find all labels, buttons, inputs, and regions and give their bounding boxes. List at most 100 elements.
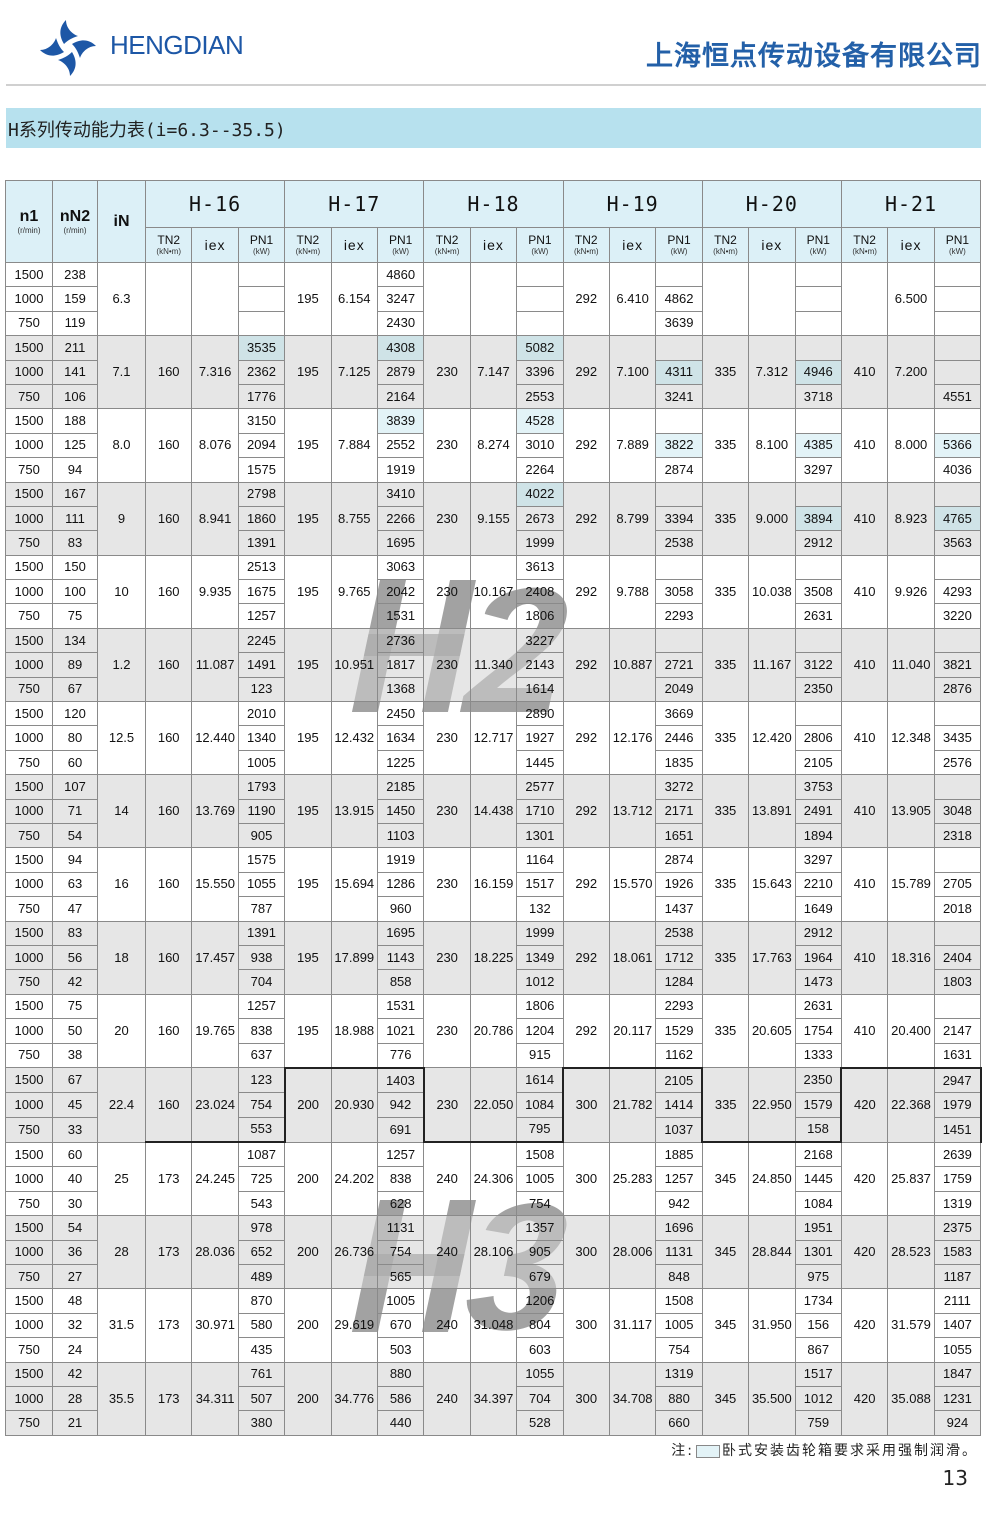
power-cell: 2577: [516, 774, 564, 800]
power-cell: 5366: [933, 432, 982, 459]
torque-cell: 420: [840, 1361, 889, 1436]
power-cell: 2430: [376, 310, 425, 337]
power-cell: 1391: [237, 530, 286, 556]
torque-cell: 335: [701, 408, 750, 483]
table-row: 750 75 1257 1531 1806 2293 2631 3220: [5, 603, 982, 629]
iex-cell: 12.717: [469, 701, 518, 776]
iN-cell: 16: [97, 847, 146, 922]
nN2-cell: 60: [52, 749, 98, 776]
power-cell: 580: [237, 1312, 286, 1339]
power-cell: 1005: [376, 1288, 425, 1314]
power-cell: 3639: [655, 310, 703, 337]
iN-cell: 7.1: [97, 335, 146, 410]
n1-cell: 1500: [5, 1141, 53, 1168]
iex-cell: 22.050: [469, 1067, 518, 1144]
iex-cell: 30.971: [191, 1288, 239, 1363]
iex-cell: 12.420: [748, 701, 796, 776]
table-row: 1500 150 10 160 9.935 2513 195 9.765 3063 230 10.1…: [5, 554, 982, 629]
table-row: 750 106 1776 2164 2553 3241 3718 4551: [5, 383, 982, 410]
n1-cell: 1500: [5, 481, 53, 507]
iex-cell: 34.708: [608, 1361, 657, 1436]
model-header: H-16: [144, 180, 286, 228]
iex-cell: 17.899: [330, 920, 378, 995]
nN2-cell: 54: [52, 1215, 98, 1241]
nN2-cell: 106: [52, 383, 98, 410]
power-cell: 1951: [794, 1215, 842, 1241]
power-cell: 1450: [376, 798, 425, 824]
n1-cell: 1000: [5, 871, 53, 898]
iex-cell: 31.117: [608, 1288, 657, 1363]
power-cell: 2631: [794, 993, 842, 1020]
table-row: 1000 40 725 838 1005 1257 1445 1759: [5, 1166, 982, 1192]
iex-cell: 10.167: [469, 554, 518, 629]
nN2-unit: (r/min): [63, 225, 87, 235]
power-cell: 2245: [237, 627, 286, 654]
power-cell: 1005: [237, 749, 286, 776]
nN2-cell: 24: [52, 1337, 98, 1363]
model-header: H-18: [423, 180, 564, 228]
torque-cell: 292: [562, 481, 610, 556]
power-cell: 3058: [655, 579, 703, 605]
torque-cell: 292: [562, 627, 610, 703]
iex-cell: 31.950: [748, 1288, 796, 1363]
power-cell: 628: [376, 1190, 425, 1217]
table-row: 1500 167 9 160 8.941 2798 195 8.755 3410 230 9.155…: [5, 481, 982, 556]
power-cell: [655, 408, 703, 434]
power-cell: 2171: [655, 798, 703, 824]
torque-cell: 160: [144, 481, 193, 556]
power-cell: 960: [376, 896, 425, 922]
table-row: 1000 71 1190 1450 1710 2171 2491 3048: [5, 798, 982, 824]
torque-symbol: TN2: [853, 232, 876, 247]
n1-cell: 1000: [5, 1166, 53, 1192]
torque-cell: 410: [840, 993, 889, 1069]
torque-unit: (kN•m): [852, 246, 877, 256]
power-cell: 2094: [237, 432, 286, 459]
iex-cell: 20.605: [748, 993, 796, 1069]
power-cell: 915: [516, 1042, 564, 1069]
power-cell: 1021: [376, 1018, 425, 1044]
nN2-cell: 120: [52, 701, 98, 727]
power-unit: (kW): [809, 246, 827, 256]
torque-cell: 230: [423, 847, 471, 922]
torque-cell: 160: [144, 554, 193, 629]
table-row: 750 24 435 503 603 754 867 1055: [5, 1337, 982, 1363]
power-cell: 1529: [655, 1018, 703, 1044]
iex-cell: 6.154: [330, 261, 378, 337]
torque-cell: 410: [840, 701, 889, 776]
torque-cell: 335: [701, 993, 750, 1069]
torque-cell: [840, 261, 889, 337]
power-cell: 1437: [655, 896, 703, 922]
power-cell: 2876: [933, 676, 982, 703]
nN2-cell: 32: [52, 1312, 98, 1339]
power-cell: 754: [516, 1190, 564, 1217]
table-row: 1500 134 1.2 160 11.087 2245 195 10.951 2736 230 1…: [5, 627, 982, 703]
power-cell: 1319: [933, 1190, 982, 1217]
table-row: 750 60 1005 1225 1445 1835 2105 2576: [5, 749, 982, 776]
torque-cell: 335: [701, 627, 750, 703]
power-cell: 975: [794, 1264, 842, 1290]
n1-cell: 1500: [5, 1361, 53, 1387]
power-cell: 3563: [933, 530, 982, 556]
power-cell: 1357: [516, 1215, 564, 1241]
iex-cell: 28.006: [608, 1215, 657, 1290]
power-cell: 1734: [794, 1288, 842, 1314]
nN2-cell: 45: [52, 1092, 98, 1118]
nN2-cell: 83: [52, 920, 98, 946]
iN-cell: 6.3: [97, 261, 146, 337]
table-row: 750 54 905 1103 1301 1651 1894 2318: [5, 822, 982, 849]
power-cell: 978: [237, 1215, 286, 1241]
torque-cell: 345: [701, 1288, 750, 1363]
power-cell: 3297: [794, 457, 842, 483]
power-cell: 1675: [237, 579, 286, 605]
iex-cell: 18.061: [608, 920, 657, 995]
power-cell: 4311: [655, 359, 703, 385]
iex-cell: 26.736: [330, 1215, 378, 1290]
torque-cell: 160: [144, 847, 193, 922]
iex-cell: 13.905: [887, 774, 935, 849]
power-cell: 2049: [655, 676, 703, 703]
power-cell: 3894: [794, 505, 842, 532]
power-cell: [794, 335, 842, 361]
note-text: 卧式安装齿轮箱要求采用强制润滑。: [722, 1443, 978, 1459]
power-cell: 1084: [794, 1190, 842, 1217]
iex-cell: 24.850: [748, 1141, 796, 1217]
